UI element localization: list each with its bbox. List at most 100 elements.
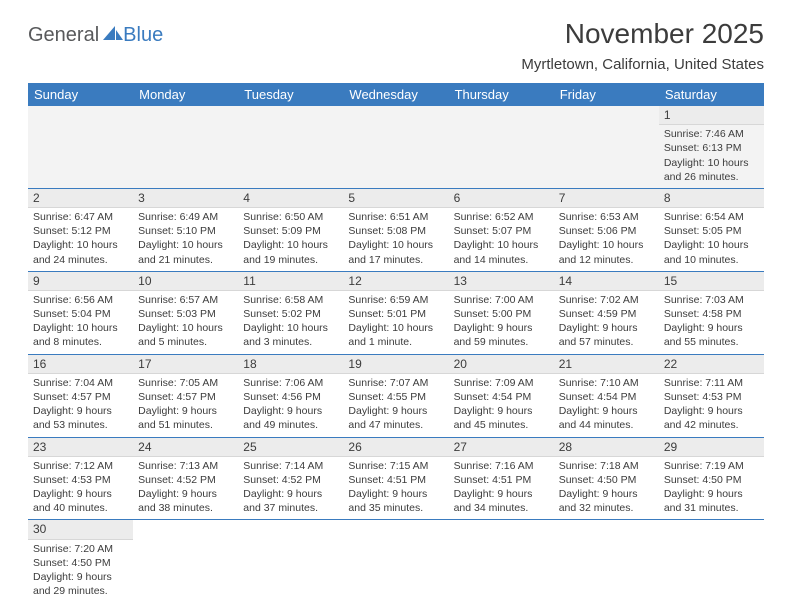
sunrise-text: Sunrise: 6:54 AM — [664, 210, 759, 224]
daylight-text: and 55 minutes. — [664, 335, 759, 349]
day-number: 18 — [238, 355, 343, 374]
sunrise-text: Sunrise: 6:52 AM — [454, 210, 549, 224]
daylight-text: Daylight: 10 hours — [559, 238, 654, 252]
sunset-text: Sunset: 5:12 PM — [33, 224, 128, 238]
daylight-text: Daylight: 9 hours — [559, 321, 654, 335]
sunset-text: Sunset: 5:06 PM — [559, 224, 654, 238]
calendar-day-cell: 17Sunrise: 7:05 AMSunset: 4:57 PMDayligh… — [133, 354, 238, 437]
day-number: 24 — [133, 438, 238, 457]
weekday-header: Friday — [554, 83, 659, 106]
title-block: November 2025 Myrtletown, California, Un… — [521, 18, 764, 73]
daylight-text: and 12 minutes. — [559, 253, 654, 267]
day-number: 11 — [238, 272, 343, 291]
calendar-day-cell — [343, 520, 448, 602]
day-number: 8 — [659, 189, 764, 208]
day-number: 12 — [343, 272, 448, 291]
page-title: November 2025 — [521, 18, 764, 50]
daylight-text: and 8 minutes. — [33, 335, 128, 349]
calendar-header-row: SundayMondayTuesdayWednesdayThursdayFrid… — [28, 83, 764, 106]
day-number: 28 — [554, 438, 659, 457]
calendar-day-cell: 20Sunrise: 7:09 AMSunset: 4:54 PMDayligh… — [449, 354, 554, 437]
day-number: 20 — [449, 355, 554, 374]
day-number: 4 — [238, 189, 343, 208]
sunrise-text: Sunrise: 7:20 AM — [33, 542, 128, 556]
calendar-day-cell: 3Sunrise: 6:49 AMSunset: 5:10 PMDaylight… — [133, 188, 238, 271]
daylight-text: Daylight: 10 hours — [664, 156, 759, 170]
weekday-header: Thursday — [449, 83, 554, 106]
calendar-day-cell: 11Sunrise: 6:58 AMSunset: 5:02 PMDayligh… — [238, 271, 343, 354]
weekday-header: Tuesday — [238, 83, 343, 106]
calendar-day-cell — [449, 106, 554, 188]
calendar-day-cell: 21Sunrise: 7:10 AMSunset: 4:54 PMDayligh… — [554, 354, 659, 437]
daylight-text: and 35 minutes. — [348, 501, 443, 515]
daylight-text: Daylight: 10 hours — [138, 238, 233, 252]
sunset-text: Sunset: 4:54 PM — [454, 390, 549, 404]
calendar-day-cell: 6Sunrise: 6:52 AMSunset: 5:07 PMDaylight… — [449, 188, 554, 271]
sunrise-text: Sunrise: 6:49 AM — [138, 210, 233, 224]
sunset-text: Sunset: 4:59 PM — [559, 307, 654, 321]
weekday-header: Wednesday — [343, 83, 448, 106]
sunset-text: Sunset: 5:05 PM — [664, 224, 759, 238]
daylight-text: Daylight: 10 hours — [33, 321, 128, 335]
daylight-text: and 38 minutes. — [138, 501, 233, 515]
calendar-day-cell: 24Sunrise: 7:13 AMSunset: 4:52 PMDayligh… — [133, 437, 238, 520]
daylight-text: Daylight: 9 hours — [664, 404, 759, 418]
day-number: 22 — [659, 355, 764, 374]
daylight-text: Daylight: 9 hours — [243, 487, 338, 501]
sunrise-text: Sunrise: 7:04 AM — [33, 376, 128, 390]
daylight-text: and 3 minutes. — [243, 335, 338, 349]
sunrise-text: Sunrise: 7:19 AM — [664, 459, 759, 473]
daylight-text: Daylight: 9 hours — [454, 487, 549, 501]
sunset-text: Sunset: 4:57 PM — [33, 390, 128, 404]
daylight-text: Daylight: 9 hours — [348, 404, 443, 418]
sunrise-text: Sunrise: 6:59 AM — [348, 293, 443, 307]
day-number: 7 — [554, 189, 659, 208]
daylight-text: and 47 minutes. — [348, 418, 443, 432]
calendar-day-cell — [133, 106, 238, 188]
daylight-text: and 42 minutes. — [664, 418, 759, 432]
day-number: 30 — [28, 520, 133, 539]
sunrise-text: Sunrise: 7:05 AM — [138, 376, 233, 390]
daylight-text: and 19 minutes. — [243, 253, 338, 267]
sunset-text: Sunset: 4:50 PM — [33, 556, 128, 570]
sunset-text: Sunset: 4:51 PM — [454, 473, 549, 487]
day-number: 16 — [28, 355, 133, 374]
weekday-header: Saturday — [659, 83, 764, 106]
day-number: 26 — [343, 438, 448, 457]
sunset-text: Sunset: 4:52 PM — [243, 473, 338, 487]
day-number: 23 — [28, 438, 133, 457]
sunset-text: Sunset: 5:03 PM — [138, 307, 233, 321]
calendar-day-cell: 27 Sunrise: 7:16 AMSunset: 4:51 PMDayligh… — [449, 437, 554, 520]
sunset-text: Sunset: 5:10 PM — [138, 224, 233, 238]
calendar-day-cell: 1Sunrise: 7:46 AMSunset: 6:13 PMDaylight… — [659, 106, 764, 188]
daylight-text: and 31 minutes. — [664, 501, 759, 515]
daylight-text: and 51 minutes. — [138, 418, 233, 432]
daylight-text: Daylight: 9 hours — [454, 404, 549, 418]
sunrise-text: Sunrise: 7:06 AM — [243, 376, 338, 390]
sunrise-text: Sunrise: 6:50 AM — [243, 210, 338, 224]
daylight-text: Daylight: 9 hours — [559, 487, 654, 501]
sunset-text: Sunset: 4:57 PM — [138, 390, 233, 404]
sunrise-text: Sunrise: 6:51 AM — [348, 210, 443, 224]
sunset-text: Sunset: 4:54 PM — [559, 390, 654, 404]
sunrise-text: Sunrise: 7:16 AM — [454, 459, 549, 473]
daylight-text: Daylight: 9 hours — [348, 487, 443, 501]
daylight-text: and 53 minutes. — [33, 418, 128, 432]
daylight-text: Daylight: 10 hours — [243, 321, 338, 335]
daylight-text: Daylight: 9 hours — [243, 404, 338, 418]
daylight-text: Daylight: 9 hours — [559, 404, 654, 418]
calendar-week-row: 1Sunrise: 7:46 AMSunset: 6:13 PMDaylight… — [28, 106, 764, 188]
day-number: 27 — [449, 438, 554, 457]
sunset-text: Sunset: 4:55 PM — [348, 390, 443, 404]
calendar-day-cell — [28, 106, 133, 188]
day-number: 5 — [343, 189, 448, 208]
daylight-text: and 32 minutes. — [559, 501, 654, 515]
calendar-day-cell: 19Sunrise: 7:07 AMSunset: 4:55 PMDayligh… — [343, 354, 448, 437]
daylight-text: Daylight: 9 hours — [138, 404, 233, 418]
calendar-week-row: 23Sunrise: 7:12 AMSunset: 4:53 PMDayligh… — [28, 437, 764, 520]
calendar-day-cell: 4Sunrise: 6:50 AMSunset: 5:09 PMDaylight… — [238, 188, 343, 271]
daylight-text: and 10 minutes. — [664, 253, 759, 267]
sunrise-text: Sunrise: 7:11 AM — [664, 376, 759, 390]
daylight-text: and 5 minutes. — [138, 335, 233, 349]
day-number: 14 — [554, 272, 659, 291]
